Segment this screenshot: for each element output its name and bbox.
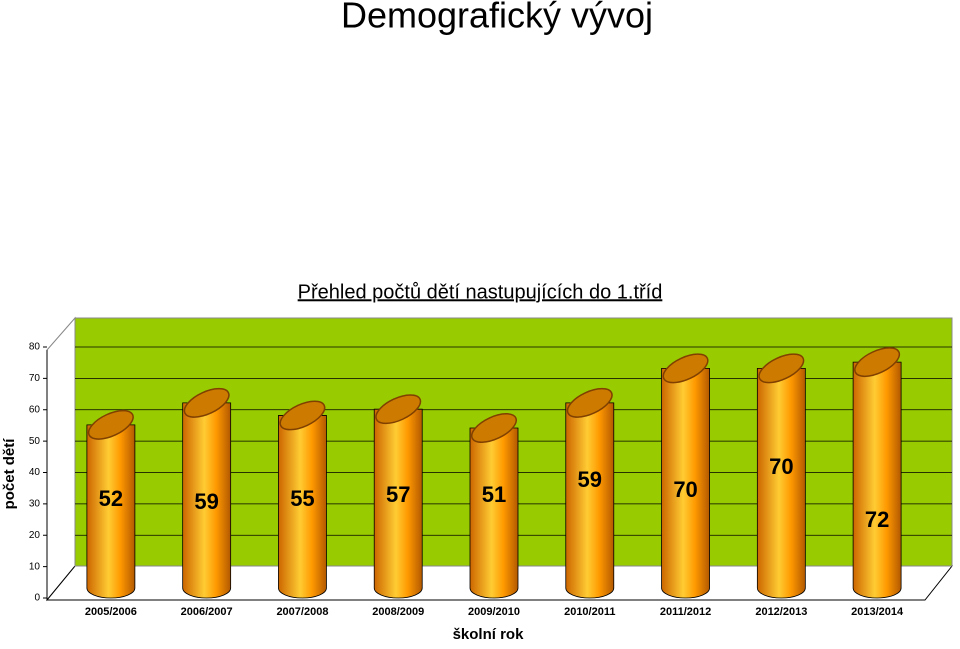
bar-body	[373, 408, 423, 599]
bar-body	[182, 402, 232, 599]
x-tick-label: 2007/2008	[276, 606, 328, 618]
data-label: 59	[578, 467, 602, 492]
x-tick-label: 2011/2012	[660, 606, 711, 618]
y-tick-label: 10	[29, 561, 41, 572]
y-tick-label: 50	[29, 436, 41, 447]
bar-top	[87, 409, 134, 440]
bar-top	[279, 400, 326, 431]
bar	[565, 387, 615, 599]
data-label: 51	[482, 482, 506, 507]
x-tick-label: 2009/2010	[468, 606, 520, 618]
bar-body	[469, 427, 519, 599]
x-tick-label: 2005/2006	[85, 606, 137, 618]
y-tick-label: 70	[29, 373, 41, 384]
bar-body	[565, 402, 615, 599]
bar	[278, 400, 327, 599]
data-label: 70	[673, 477, 697, 502]
bar-body	[852, 361, 902, 599]
chart-subtitle: Přehled počtů dětí nastupujících do 1.tř…	[298, 281, 663, 303]
y-tick-label: 30	[29, 499, 41, 510]
y-tick-label: 0	[34, 593, 40, 604]
x-tick-label: 2012/2013	[755, 606, 807, 618]
x-tick-label: 2010/2011	[564, 606, 615, 618]
data-label: 57	[386, 482, 410, 507]
x-tick-label: 2008/2009	[372, 606, 424, 618]
data-label: 52	[99, 486, 123, 511]
bar	[661, 353, 710, 599]
bar-top	[471, 413, 517, 443]
side-wall	[46, 316, 76, 602]
y-tick-label: 20	[29, 530, 41, 541]
bar-top	[183, 387, 230, 418]
bar	[852, 347, 902, 599]
bar-body	[756, 367, 806, 599]
bar-top	[566, 387, 613, 418]
bar-body	[86, 424, 136, 599]
y-tick-label: 80	[29, 342, 41, 353]
bar-body	[278, 415, 327, 599]
bar	[373, 394, 423, 599]
bar-top	[375, 394, 422, 425]
y-axis-title: počet dětí	[1, 438, 18, 510]
data-label: 72	[865, 507, 889, 532]
bar-top	[758, 353, 805, 384]
chart-title: Demografický vývoj	[341, 0, 653, 36]
data-label: 55	[290, 486, 314, 511]
bar	[756, 353, 806, 599]
data-label: 70	[769, 454, 793, 479]
x-axis-title: školní rok	[453, 626, 525, 643]
bar-body	[661, 367, 710, 599]
bar	[86, 409, 136, 599]
x-tick-label: 2006/2007	[181, 606, 233, 618]
y-tick-label: 60	[29, 404, 41, 415]
bar	[469, 413, 519, 599]
data-label: 59	[194, 489, 218, 514]
bar-top	[854, 347, 901, 378]
x-tick-label: 2013/2014	[851, 606, 904, 618]
y-tick-label: 40	[29, 467, 41, 478]
bar	[182, 387, 232, 599]
bar-top	[662, 353, 709, 384]
